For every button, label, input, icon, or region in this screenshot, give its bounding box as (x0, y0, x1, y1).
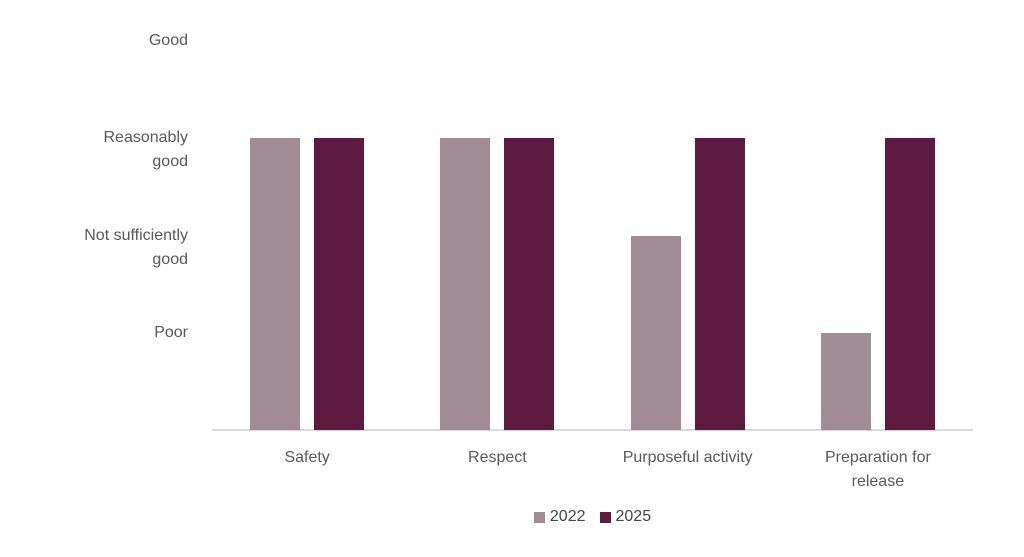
x-axis-line (212, 429, 973, 431)
legend-label-2025: 2025 (615, 508, 652, 525)
chart-legend: 2022 2025 (212, 508, 973, 526)
bar-purposeful-activity-2022 (630, 235, 681, 430)
x-axis-category-label-safety: Safety (284, 449, 330, 466)
bar-preparation-for-release-2022 (820, 332, 871, 430)
x-axis-category-label-purposeful-activity: Purposeful activity (622, 449, 753, 466)
bar-safety-2022 (250, 138, 301, 430)
bar-preparation-for-release-2025 (884, 138, 935, 430)
x-axis-category-label-preparation-for-release: Preparation for release (824, 449, 931, 490)
y-axis-tick-label-not-sufficiently-good: Not sufficiently good (84, 226, 188, 268)
y-axis-tick-label-poor: Poor (154, 323, 188, 341)
bar-safety-2025 (314, 138, 365, 430)
bar-respect-2022 (440, 138, 491, 430)
x-axis-labels: Safety Respect Purposeful activity Preparat… (212, 446, 973, 506)
legend-label-2022: 2022 (549, 508, 586, 525)
plot-area (212, 10, 973, 431)
y-axis-tick-label-good: Good (148, 32, 188, 50)
legend-item-2022: 2022 (533, 508, 586, 526)
legend-swatch-2025-icon (599, 511, 611, 523)
y-axis-tick-label-reasonably-good: Reasonably good (103, 129, 189, 171)
bar-respect-2025 (504, 138, 555, 430)
legend-swatch-2022-icon (533, 511, 545, 523)
x-axis-category-label-respect: Respect (468, 449, 527, 466)
bar-purposeful-activity-2025 (694, 138, 745, 430)
legend-item-2025: 2025 (599, 508, 652, 526)
